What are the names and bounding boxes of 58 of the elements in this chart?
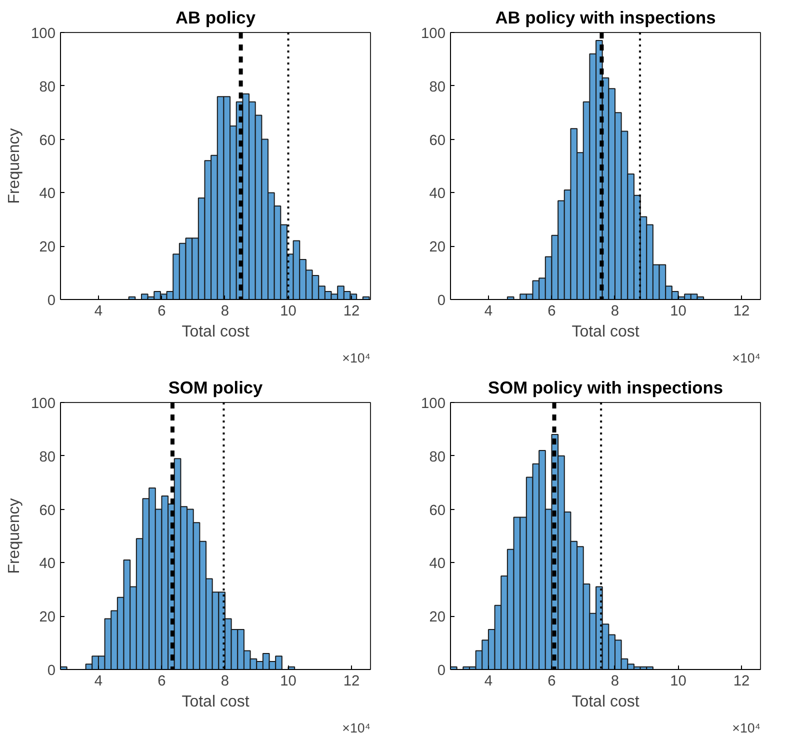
- y-tick-label: 100: [421, 26, 446, 42]
- x-tick-label: 12: [733, 674, 750, 690]
- y-tick-label: 80: [39, 79, 56, 96]
- chart-title: AB policy with inspections: [495, 8, 716, 28]
- y-tick-label: 60: [429, 502, 446, 519]
- chart-title: SOM policy with inspections: [488, 378, 723, 398]
- y-tick-label: 0: [437, 293, 446, 309]
- x-tick-label: 12: [733, 304, 750, 320]
- x-tick-label: 8: [610, 674, 620, 690]
- y-tick-label: 0: [47, 293, 56, 309]
- chart-title: SOM policy: [168, 378, 264, 398]
- x-tick-label: 10: [670, 304, 686, 320]
- x-tick-label: 12: [343, 304, 360, 320]
- y-tick-label: 100: [31, 396, 56, 412]
- x-tick-label: 8: [220, 304, 230, 320]
- text: ×10⁴: [732, 350, 761, 366]
- y-tick-label: 60: [39, 502, 56, 519]
- y-tick-label: 20: [429, 610, 446, 626]
- x-tick-label: 6: [548, 674, 556, 690]
- x-tick-label: 6: [158, 304, 166, 320]
- y-tick-label: 40: [39, 556, 56, 572]
- x-tick-label: 4: [94, 674, 103, 690]
- y-tick-label: 20: [39, 610, 56, 626]
- y-tick-label: 80: [39, 449, 56, 466]
- x-tick-label: 4: [94, 304, 103, 320]
- y-axis-title: Frequency: [6, 498, 24, 574]
- text: ×10⁴: [342, 350, 371, 366]
- chart-title: AB policy: [176, 8, 256, 28]
- x-tick-label: 10: [280, 674, 296, 690]
- y-tick-label: 60: [39, 132, 56, 149]
- y-tick-label: 0: [47, 663, 56, 679]
- x-tick-label: 8: [220, 674, 230, 690]
- x-tick-label: 12: [343, 674, 360, 690]
- text: ×10⁴: [732, 720, 761, 736]
- x-tick-label: 4: [484, 304, 493, 320]
- y-tick-label: 80: [429, 449, 446, 466]
- y-tick-label: 40: [429, 186, 446, 202]
- y-tick-label: 20: [429, 240, 446, 256]
- x-axis-title: Total cost: [572, 324, 640, 340]
- y-tick-label: 100: [31, 26, 56, 42]
- x-tick-label: 6: [158, 674, 166, 690]
- y-tick-label: 40: [39, 186, 56, 202]
- x-tick-label: 10: [280, 304, 296, 320]
- y-tick-label: 40: [429, 556, 446, 572]
- y-tick-label: 0: [437, 663, 446, 679]
- y-tick-label: 20: [39, 240, 56, 256]
- y-axis-title: Frequency: [6, 128, 24, 204]
- y-tick-label: 100: [421, 396, 446, 412]
- text: ×10⁴: [342, 720, 371, 736]
- x-axis-title: Total cost: [182, 324, 250, 340]
- x-axis-title: Total cost: [572, 694, 640, 710]
- y-tick-label: 60: [429, 132, 446, 149]
- y-tick-label: 80: [429, 79, 446, 96]
- x-axis-title: Total cost: [182, 694, 250, 710]
- x-tick-label: 8: [610, 304, 620, 320]
- x-tick-label: 6: [548, 304, 556, 320]
- x-tick-label: 10: [670, 674, 686, 690]
- x-tick-label: 4: [484, 674, 493, 690]
